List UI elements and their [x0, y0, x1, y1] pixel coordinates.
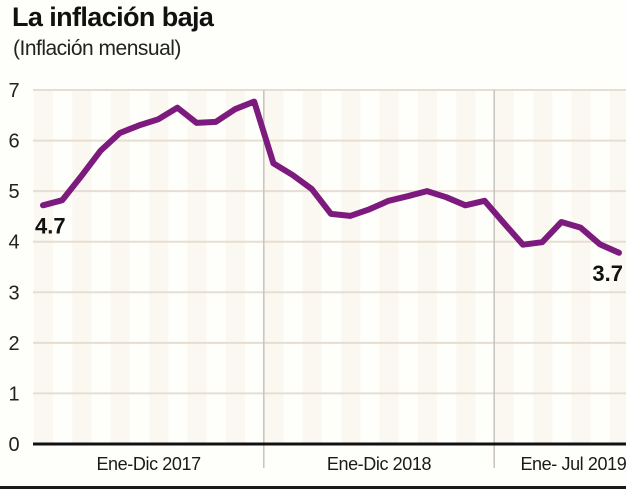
data-point [156, 117, 160, 121]
data-point [252, 100, 256, 104]
data-point [598, 242, 602, 246]
data-point [79, 174, 83, 178]
month-band [72, 90, 92, 444]
month-band [226, 90, 245, 444]
month-band [571, 90, 591, 444]
month-band [418, 90, 437, 444]
background-bands [34, 90, 626, 444]
data-point [118, 131, 122, 135]
data-label: 4.7 [35, 213, 66, 238]
month-band [149, 90, 169, 444]
y-tick-label: 4 [8, 232, 19, 254]
data-point [348, 214, 352, 218]
data-point [310, 187, 314, 191]
data-point [425, 189, 429, 193]
x-period-label: Ene- Jul 2019 [520, 454, 626, 474]
month-band [264, 90, 284, 444]
data-point [175, 106, 179, 110]
month-band [494, 90, 514, 444]
data-point [233, 107, 237, 111]
data-point [195, 121, 199, 125]
data-point [271, 161, 275, 165]
data-point [502, 221, 506, 225]
month-band [110, 90, 130, 444]
data-point [463, 203, 467, 207]
x-axis-labels: Ene-Dic 2017 Ene-Dic 2018 Ene- Jul 2019 [96, 454, 626, 474]
chart-title: La inflación baja [12, 2, 214, 32]
data-point [579, 226, 583, 230]
data-point [483, 199, 487, 203]
data-label: 3.7 [592, 261, 623, 286]
data-points [41, 100, 621, 255]
bottom-rule [0, 486, 626, 489]
y-tick-label: 2 [8, 333, 19, 355]
month-band [610, 90, 626, 444]
month-band [34, 90, 53, 444]
data-point [60, 198, 64, 202]
data-point [291, 173, 295, 177]
x-period-label: Ene-Dic 2018 [327, 454, 432, 474]
data-point [406, 194, 410, 198]
data-point [99, 149, 103, 153]
y-tick-label: 7 [8, 80, 19, 102]
data-point [367, 207, 371, 211]
data-point [137, 123, 141, 127]
month-band [379, 90, 399, 444]
y-tick-label: 3 [8, 282, 19, 304]
y-tick-label: 5 [8, 181, 19, 203]
month-band [187, 90, 207, 444]
period-dividers [263, 90, 495, 468]
gridlines [33, 89, 626, 395]
data-point [329, 212, 333, 216]
y-axis-ticks: 0 1 2 3 4 5 6 7 [8, 80, 19, 456]
chart-subtitle: (Inflación mensual) [13, 37, 181, 60]
data-point [214, 120, 218, 124]
y-tick-label: 0 [8, 434, 19, 456]
data-point [444, 195, 448, 199]
data-point [540, 240, 544, 244]
month-band [341, 90, 361, 444]
annotations: 4.7 3.7 [35, 213, 623, 286]
data-point [559, 220, 563, 224]
y-tick-label: 6 [8, 131, 19, 153]
data-point [617, 251, 621, 255]
y-tick-label: 1 [8, 383, 19, 405]
month-band [456, 90, 476, 444]
month-band [533, 90, 553, 444]
data-point [41, 203, 45, 207]
data-point [521, 243, 525, 247]
data-point [387, 199, 391, 203]
x-period-label: Ene-Dic 2017 [96, 454, 201, 474]
month-band [302, 90, 322, 444]
